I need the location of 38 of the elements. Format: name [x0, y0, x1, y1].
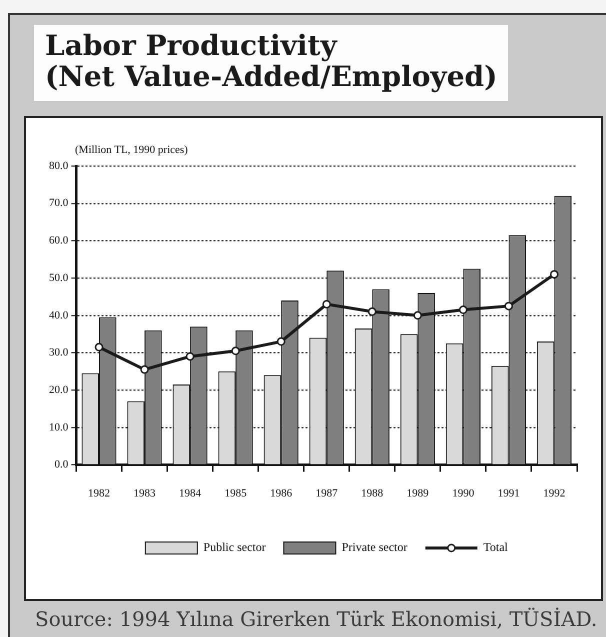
- point: [186, 352, 194, 361]
- x-tick-label: 1983: [134, 487, 156, 500]
- y-tick-label: 10.0: [49, 421, 69, 434]
- y-tick-label: 30.0: [49, 346, 69, 359]
- point: [231, 346, 240, 356]
- y-axis-title: (Million TL, 1990 prices): [75, 144, 188, 156]
- x-tick-label: 1987: [316, 487, 338, 500]
- y-tick-label: 80.0: [49, 160, 69, 172]
- chart-subtitle: (Net Value-Added/Employed): [45, 60, 498, 93]
- x-tick-label: 1991: [498, 487, 520, 500]
- point: [458, 306, 468, 314]
- point: [322, 300, 331, 308]
- x-tick-label: 1992: [543, 487, 566, 500]
- chart-title: Labor Productivity: [45, 29, 338, 62]
- y-tick-label: 20.0: [49, 384, 69, 396]
- point: [413, 311, 422, 320]
- x-tick-label: 1986: [270, 487, 293, 500]
- y-tick-label: 60.0: [49, 234, 69, 247]
- point: [140, 365, 149, 374]
- point: [504, 302, 513, 310]
- legend-label: Private sector: [342, 540, 408, 554]
- y-tick-label: 50.0: [49, 272, 69, 284]
- point: [550, 270, 558, 279]
- x-tick-label: 1989: [406, 487, 430, 500]
- point: [94, 342, 104, 352]
- y-tick-label: 40.0: [49, 309, 69, 322]
- legend-label: Total: [483, 540, 509, 554]
- point: [368, 307, 376, 316]
- legend-label: Public sector: [203, 540, 266, 554]
- x-tick-label: 1988: [361, 487, 384, 500]
- x-tick-label: 1990: [452, 487, 475, 500]
- x-tick-label: 1985: [224, 487, 248, 500]
- source-note: Source: 1994 Yılına Girerken Türk Ekonomisi, TÜSİAD.: [35, 607, 598, 631]
- x-tick-label: 1982: [88, 487, 110, 500]
- y-tick-label: 0.0: [54, 458, 69, 471]
- point: [276, 337, 286, 346]
- x-tick-label: 1984: [179, 487, 202, 500]
- y-tick-label: 70.0: [49, 197, 69, 210]
